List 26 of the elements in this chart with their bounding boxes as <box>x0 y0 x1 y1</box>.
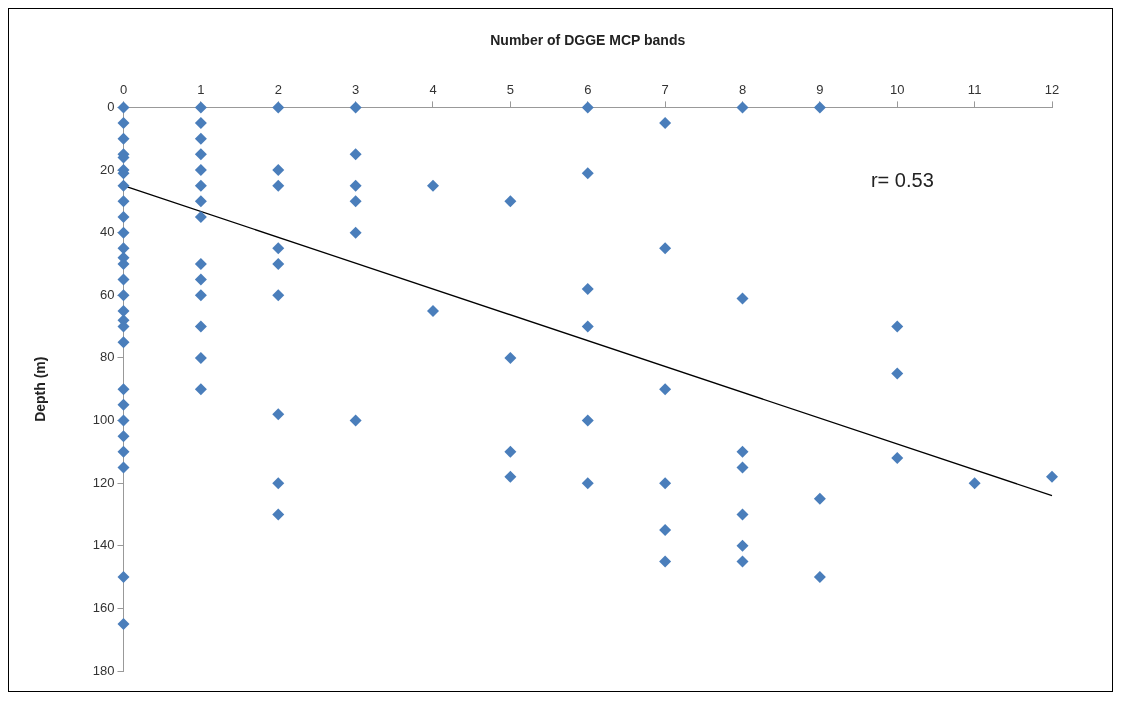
x-tick-label: 10 <box>890 82 905 98</box>
y-tick-label: 20 <box>100 161 115 177</box>
y-tick-label: 40 <box>100 224 115 240</box>
x-tick-label: 6 <box>584 82 592 98</box>
x-tick-label: 9 <box>816 82 824 98</box>
y-tick-label: 160 <box>92 599 115 615</box>
x-tick-label: 12 <box>1044 82 1060 98</box>
y-tick-label: 180 <box>92 662 115 678</box>
x-tick-label: 8 <box>738 82 747 98</box>
x-tick-label: 2 <box>274 82 282 98</box>
y-tick-label: 100 <box>92 412 115 428</box>
y-tick-label: 0 <box>107 98 115 114</box>
x-axis-title: Number of DGGE MCP bands <box>490 32 686 49</box>
y-tick-label: 120 <box>92 474 115 490</box>
x-tick-label: 11 <box>967 82 982 98</box>
x-tick-label: 0 <box>119 82 128 98</box>
y-tick-label: 140 <box>92 537 115 553</box>
annotation: r= 0.53 <box>870 169 934 192</box>
y-axis-title: Depth (m) <box>32 356 49 422</box>
x-tick-label: 1 <box>197 82 205 98</box>
x-tick-label: 4 <box>429 82 437 98</box>
x-tick-label: 7 <box>661 82 669 98</box>
x-tick-label: 5 <box>506 82 514 98</box>
x-tick-label: 3 <box>352 82 360 98</box>
y-tick-label: 60 <box>100 286 115 302</box>
y-tick-label: 80 <box>100 349 115 365</box>
